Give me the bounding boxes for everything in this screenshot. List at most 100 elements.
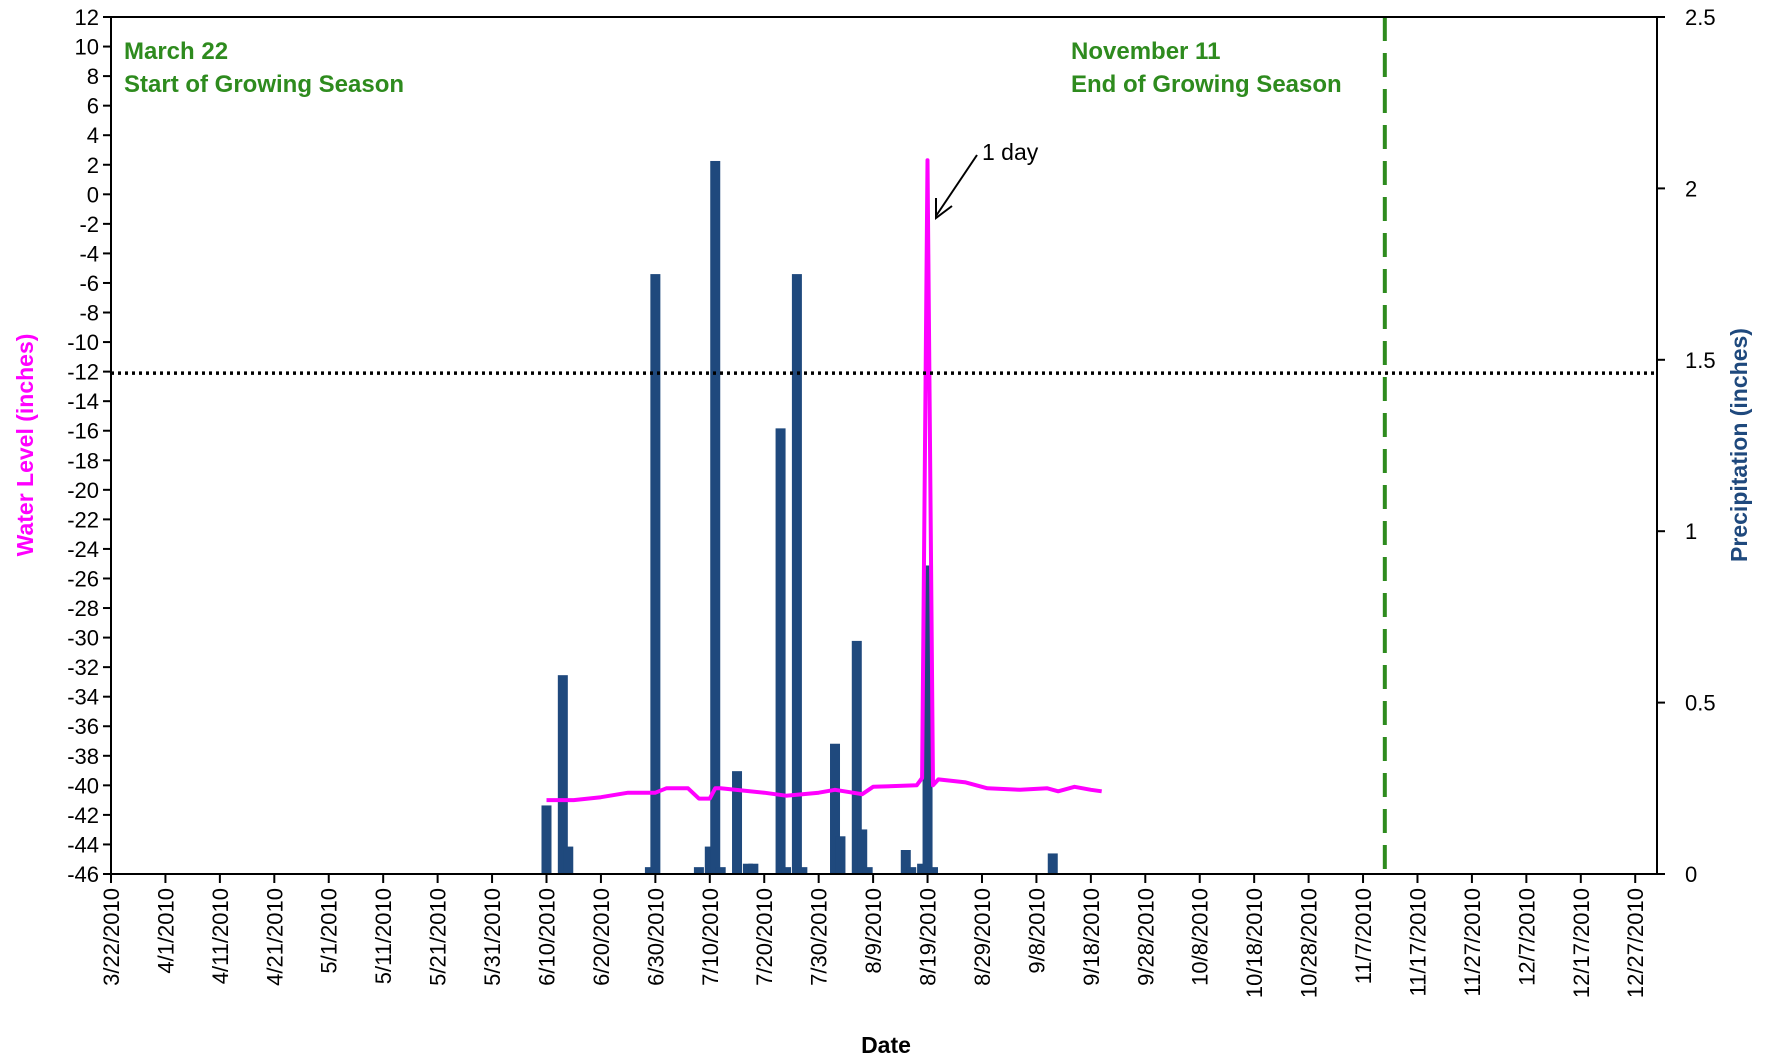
x-axis-tick-label: 12/7/2010 <box>1514 888 1539 986</box>
peak-annotation-arrowhead <box>935 198 953 220</box>
left-axis-tick-label: -20 <box>67 478 99 503</box>
precipitation-bar <box>742 863 753 874</box>
precipitation-bar <box>715 867 726 874</box>
left-axis-tick-label: -16 <box>67 419 99 444</box>
precipitation-bar <box>775 428 786 874</box>
precipitation-bar <box>835 836 846 874</box>
precipitation-bar <box>797 867 808 874</box>
left-axis-tick-label: -40 <box>67 773 99 798</box>
precipitation-bar <box>781 867 792 874</box>
plot-area-frame <box>110 16 1658 875</box>
left-axis-tick-label: -12 <box>67 360 99 385</box>
x-axis-tick-label: 4/11/2010 <box>208 888 233 984</box>
precipitation-bar <box>704 846 715 874</box>
x-axis-tick-label: 10/8/2010 <box>1188 888 1213 986</box>
left-axis-tick-label: -10 <box>67 330 99 355</box>
x-axis-tick-label: 4/21/2010 <box>262 888 287 986</box>
season-end-label: End of Growing Season <box>1071 71 1342 98</box>
x-axis-tick-label: 5/1/2010 <box>317 888 342 974</box>
precipitation-bar <box>927 867 938 874</box>
right-axis-tick-label: 0.5 <box>1685 691 1716 716</box>
left-axis-tick-label: -18 <box>67 448 99 473</box>
x-axis-tick-label: 12/27/2010 <box>1623 888 1648 998</box>
x-axis-tick-label: 3/22/2010 <box>99 888 124 986</box>
left-axis-tick-label: 12 <box>75 5 99 30</box>
x-axis-tick-label: 5/31/2010 <box>480 888 505 986</box>
left-axis-tick-label: -26 <box>67 566 99 591</box>
x-axis-tick-label: 11/7/2010 <box>1351 888 1376 984</box>
x-axis-tick-label: 6/10/2010 <box>535 888 560 986</box>
left-axis-tick-label: -32 <box>67 655 99 680</box>
x-axis-tick-label: 6/20/2010 <box>589 888 614 986</box>
right-axis-tick-label: 1.5 <box>1685 348 1716 373</box>
precipitation-bar <box>862 867 873 874</box>
precipitation-bar <box>906 867 917 874</box>
left-axis-tick-label: -36 <box>67 714 99 739</box>
x-axis-tick-label: 10/28/2010 <box>1297 888 1322 998</box>
season-end-date: November 11 <box>1071 38 1220 65</box>
left-axis-tick-label: 6 <box>87 94 99 119</box>
precipitation-bar <box>644 867 655 874</box>
precipitation-bar <box>851 640 862 874</box>
x-axis-tick-label: 8/29/2010 <box>970 888 995 986</box>
left-axis-tick-label: -28 <box>67 596 99 621</box>
precipitation-bar <box>563 846 574 874</box>
left-axis-tick-label: -2 <box>79 212 99 237</box>
x-axis-tick-label: 5/11/2010 <box>371 888 396 984</box>
precipitation-bar <box>917 863 928 874</box>
x-axis-tick-label: 8/9/2010 <box>861 888 886 974</box>
left-axis-tick-label: 8 <box>87 64 99 89</box>
left-axis-tick-label: -38 <box>67 744 99 769</box>
left-axis-tick-label: -44 <box>67 832 99 857</box>
precipitation-bar <box>922 565 933 874</box>
x-axis-tick-label: 4/1/2010 <box>153 888 178 974</box>
precipitation-bar <box>1047 853 1058 874</box>
precipitation-bar <box>650 274 661 875</box>
left-axis-tick-label: -30 <box>67 626 99 651</box>
left-axis-tick-label: -46 <box>67 862 99 887</box>
right-axis-tick-label: 0 <box>1685 862 1697 887</box>
water-level-line-group <box>546 158 1102 803</box>
peak-annotation-label: 1 day <box>982 139 1039 165</box>
left-axis-tick-label: -42 <box>67 803 99 828</box>
precipitation-bars <box>541 160 1058 875</box>
precipitation-bar <box>830 743 841 874</box>
x-axis-tick-label: 7/20/2010 <box>752 888 777 986</box>
precipitation-bar <box>900 850 911 874</box>
water-level-line <box>546 158 1102 803</box>
x-axis-tick-label: 9/18/2010 <box>1079 888 1104 986</box>
left-axis-tick-label: -34 <box>67 685 99 710</box>
x-axis-tick-label: 6/30/2010 <box>643 888 668 986</box>
peak-annotation-arrow <box>935 154 978 217</box>
y-right-axis-title: Precipitation (inches) <box>1726 328 1752 562</box>
left-axis-tick-label: -8 <box>79 301 99 326</box>
right-axis-tick-label: 2 <box>1685 176 1697 201</box>
x-axis-tick-label: 7/30/2010 <box>807 888 832 986</box>
x-axis-tick-label: 10/18/2010 <box>1242 888 1267 998</box>
x-axis-tick-label: 11/17/2010 <box>1406 888 1431 996</box>
precipitation-bar <box>557 675 568 874</box>
left-axis-tick-label: 10 <box>75 35 99 60</box>
precipitation-bar <box>857 829 868 874</box>
x-axis-tick-label: 12/17/2010 <box>1569 888 1594 998</box>
season-start-label: Start of Growing Season <box>124 71 404 98</box>
reference-lines <box>111 17 1657 874</box>
season-start-date: March 22 <box>124 38 228 65</box>
right-axis-tick-label: 2.5 <box>1685 5 1716 30</box>
left-axis-tick-label: -4 <box>79 241 99 266</box>
left-axis-tick-label: -6 <box>79 271 99 296</box>
precipitation-bar <box>541 805 552 874</box>
x-axis-tick-label: 9/8/2010 <box>1024 888 1049 974</box>
y-left-axis-title: Water Level (inches) <box>12 334 38 557</box>
left-axis-ticks: 12 10 8 6 4 2 0 -2 -4 -6 -8 -10 -12 -14 -16 -18 -20 -22 -2… <box>67 5 111 887</box>
left-axis-tick-label: -22 <box>67 507 99 532</box>
x-axis-tick-label: 11/27/2010 <box>1460 888 1485 996</box>
right-axis-ticks: 2.5 2 1.5 1 0.5 0 <box>1657 5 1716 887</box>
left-axis-tick-label: -24 <box>67 537 99 562</box>
right-axis-tick-label: 1 <box>1685 519 1697 544</box>
x-axis-tick-label: 7/10/2010 <box>698 888 723 986</box>
left-axis-tick-label: 2 <box>87 153 99 178</box>
x-axis-tick-label: 5/21/2010 <box>426 888 451 986</box>
